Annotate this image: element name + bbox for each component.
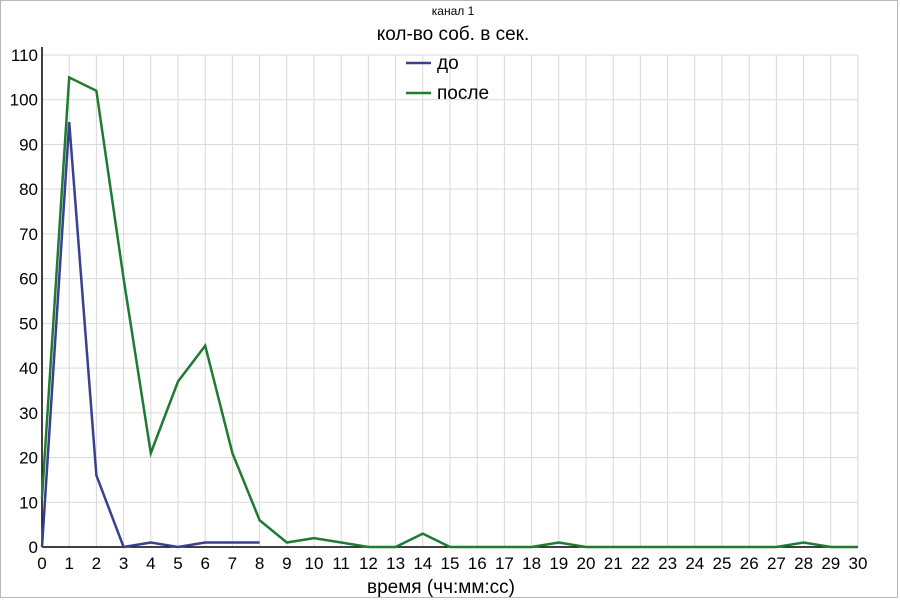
series-line-posle bbox=[40, 75, 858, 549]
y-tick-label: 0 bbox=[29, 538, 38, 557]
x-tick-label: 0 bbox=[37, 554, 46, 573]
y-tick-label: 50 bbox=[19, 314, 38, 333]
x-tick-label: 6 bbox=[200, 554, 209, 573]
series-layer bbox=[40, 75, 858, 549]
x-tick-label: 24 bbox=[685, 554, 704, 573]
y-tick-label: 30 bbox=[19, 404, 38, 423]
y-tick-label: 110 bbox=[11, 46, 38, 65]
x-tick-label: 4 bbox=[146, 554, 155, 573]
x-tick-label: 21 bbox=[604, 554, 623, 573]
x-tick-label: 26 bbox=[740, 554, 759, 573]
x-tick-label: 1 bbox=[64, 554, 73, 573]
y-tick-label: 40 bbox=[19, 359, 38, 378]
x-tick-label: 5 bbox=[173, 554, 182, 573]
legend-label-posle: после bbox=[437, 83, 489, 104]
chart-title: канал 1 bbox=[432, 4, 475, 18]
chart-subtitle: кол-во соб. в сек. bbox=[377, 24, 530, 45]
x-tick-label: 28 bbox=[794, 554, 813, 573]
x-tick-label: 20 bbox=[577, 554, 596, 573]
legend: до после bbox=[406, 53, 489, 104]
x-axis-label: время (чч:мм:сс) bbox=[367, 577, 515, 598]
x-tick-label: 11 bbox=[332, 554, 350, 573]
x-tick-label: 17 bbox=[495, 554, 514, 573]
y-tick-label: 10 bbox=[19, 493, 38, 512]
tick-labels: 0 1 2 3 4 5 6 7 8 9 10 11 12 13 14 15 16 17 18 19 20 21 22 23 24… bbox=[10, 46, 868, 573]
x-tick-label: 18 bbox=[522, 554, 541, 573]
y-tick-label: 20 bbox=[19, 449, 38, 468]
x-tick-label: 23 bbox=[658, 554, 677, 573]
x-tick-label: 19 bbox=[549, 554, 568, 573]
x-tick-label: 10 bbox=[305, 554, 324, 573]
x-tick-label: 9 bbox=[282, 554, 291, 573]
y-tick-label: 90 bbox=[19, 135, 38, 154]
x-tick-label: 29 bbox=[821, 554, 840, 573]
x-tick-label: 7 bbox=[228, 554, 237, 573]
y-tick-label: 80 bbox=[19, 180, 38, 199]
x-tick-label: 25 bbox=[713, 554, 732, 573]
x-tick-label: 3 bbox=[119, 554, 128, 573]
y-tick-label: 70 bbox=[19, 225, 38, 244]
x-tick-label: 2 bbox=[92, 554, 101, 573]
grid bbox=[41, 54, 859, 548]
x-tick-label: 27 bbox=[767, 554, 786, 573]
legend-label-do: до bbox=[437, 53, 459, 74]
series-line-do bbox=[40, 122, 260, 549]
x-tick-label: 16 bbox=[468, 554, 487, 573]
x-tick-label: 14 bbox=[413, 554, 432, 573]
x-tick-label: 15 bbox=[441, 554, 460, 573]
x-tick-label: 30 bbox=[849, 554, 868, 573]
y-tick-label: 60 bbox=[19, 270, 38, 289]
x-tick-label: 13 bbox=[386, 554, 405, 573]
x-tick-label: 8 bbox=[255, 554, 264, 573]
y-tick-label: 100 bbox=[10, 91, 38, 110]
x-tick-label: 22 bbox=[631, 554, 650, 573]
x-tick-label: 12 bbox=[359, 554, 378, 573]
